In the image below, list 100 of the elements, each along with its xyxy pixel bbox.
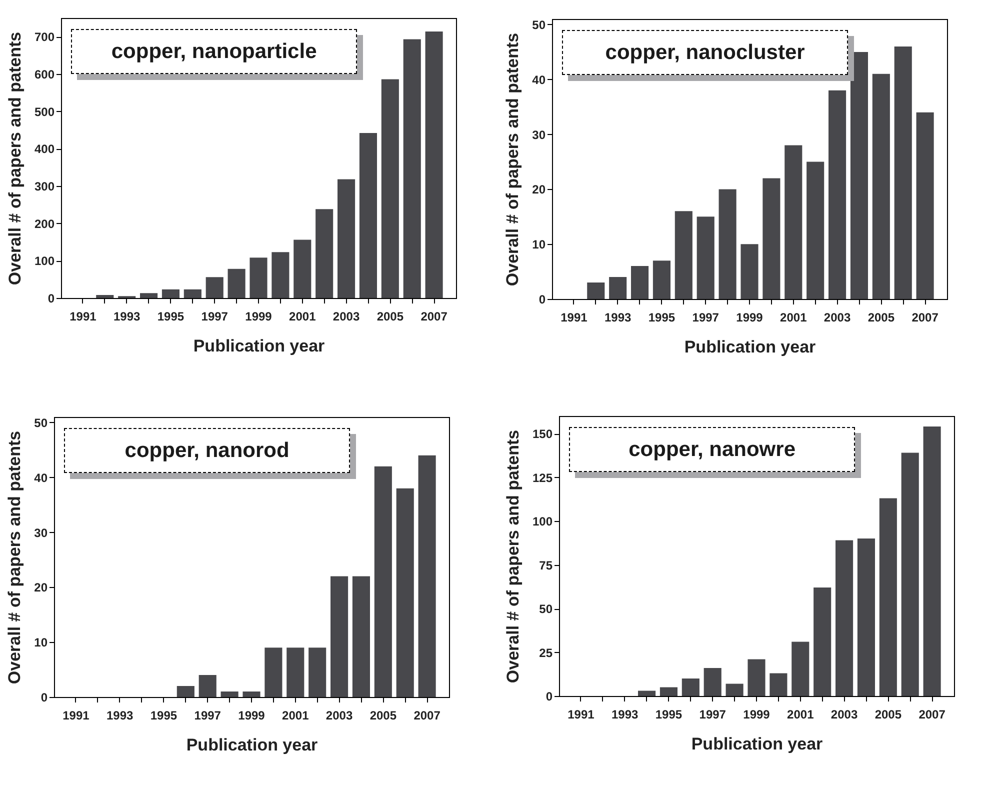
x-tick-label: 1997 [699,708,726,722]
y-tick-label: 700 [34,30,55,44]
bar [264,648,282,697]
bar [916,112,934,299]
x-axis-title: Publication year [193,336,326,356]
bar [250,258,268,298]
bar [330,576,348,697]
bar [352,576,370,697]
bar [792,642,810,696]
x-tick-label: 1993 [106,708,134,722]
bar [828,90,846,299]
y-tick-label: 100 [34,254,55,268]
x-tick-label: 2003 [824,310,851,324]
y-tick-label: 300 [34,180,55,194]
y-tick-label: 50 [34,416,48,430]
x-tick-label: 1995 [150,708,178,722]
bar [418,455,436,697]
y-axis-title: Overall # of papers and patents [503,32,522,286]
x-tick-label: 2005 [868,310,895,324]
x-tick-label: 1995 [655,708,682,722]
bar [923,426,941,696]
bar [872,74,890,299]
bar [609,277,627,299]
x-tick-label: 2007 [912,310,939,324]
bar [704,668,722,696]
bar [242,692,260,697]
bar [184,289,202,298]
y-tick-label: 75 [539,558,553,572]
bar [631,266,649,299]
y-tick-label: 20 [34,580,48,595]
x-axis-title: Publication year [691,734,824,754]
bar [814,588,832,696]
x-tick-label: 1999 [743,708,770,722]
y-axis-title: Overall # of papers and patents [5,32,24,286]
bar [660,687,678,696]
x-tick-label: 2003 [326,708,353,722]
x-tick-label: 2001 [780,310,808,324]
y-tick-label: 0 [40,690,48,704]
y-tick-label: 0 [48,292,55,306]
bar [286,648,304,697]
bar [901,452,919,696]
bar [857,538,875,696]
y-tick-label: 100 [532,514,553,528]
y-tick-label: 40 [532,72,546,87]
x-tick-label: 2005 [370,708,397,722]
bar [718,189,736,299]
bar [96,295,114,298]
bar [638,690,656,696]
bar [784,145,802,299]
x-tick-label: 2005 [376,310,404,324]
y-tick-label: 125 [532,470,553,485]
y-tick-label: 400 [34,142,55,156]
x-tick-label: 1997 [692,310,720,324]
x-tick-label: 1993 [113,310,141,324]
y-axis-title: Overall # of papers and patents [503,430,522,684]
y-tick-label: 30 [532,128,546,142]
x-axis-title: Publication year [186,736,318,754]
x-tick-label: 1999 [245,310,272,324]
bar [425,31,443,298]
bar [140,293,158,298]
bar [220,692,238,697]
bar [206,277,224,298]
bar [162,289,180,298]
y-tick-label: 50 [532,18,546,32]
bar [294,240,312,298]
bar [836,540,854,696]
y-tick-label: 600 [34,68,55,82]
bar [696,216,714,299]
x-tick-label: 2001 [787,708,814,722]
bar [806,162,824,299]
y-tick-label: 10 [532,238,546,252]
bar [403,39,421,298]
bar [682,678,700,696]
bar [359,132,377,298]
bar [740,244,758,299]
y-tick-label: 0 [546,690,553,704]
bar [198,675,216,697]
y-tick-label: 40 [34,470,48,485]
y-tick-label: 10 [34,636,48,650]
y-tick-label: 150 [532,427,553,441]
y-tick-label: 30 [34,526,48,540]
x-tick-label: 1993 [604,310,632,324]
x-tick-label: 1995 [157,310,184,324]
x-tick-label: 1999 [238,708,266,722]
bar [770,673,788,696]
x-tick-label: 1995 [648,310,676,324]
bar [674,211,692,299]
x-tick-label: 1991 [560,310,588,324]
bar [316,209,334,298]
y-tick-label: 200 [34,216,55,231]
y-tick-label: 500 [34,104,55,119]
bar [850,52,868,299]
bar [396,488,414,697]
x-tick-label: 2003 [830,708,858,722]
bar [228,268,246,298]
x-tick-label: 1991 [62,708,90,722]
y-tick-label: 50 [539,602,553,616]
x-tick-label: 2001 [282,708,310,722]
x-tick-label: 2007 [420,310,448,324]
bar [762,178,780,299]
